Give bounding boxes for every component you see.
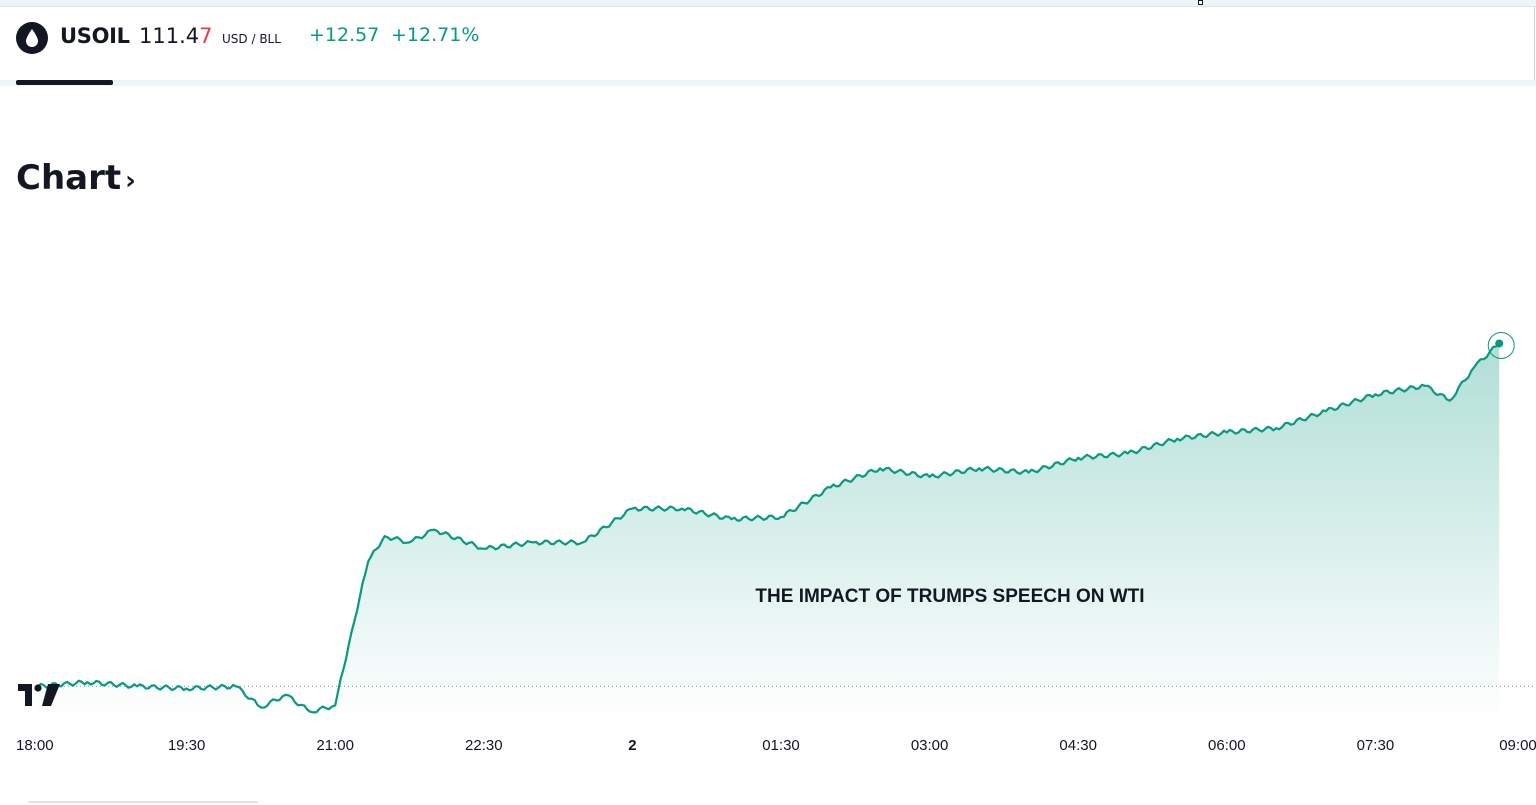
top-strip [0, 0, 1536, 7]
price-chart[interactable]: 18:00 19:30 21:00 22:30 2 01:30 03:00 04:30 06:0… [0, 200, 1536, 760]
symbol-name: USOIL [60, 24, 130, 48]
last-point-halo [1487, 331, 1515, 359]
x-axis: 18:00 19:30 21:00 22:30 2 01:30 03:00 04:30 06:0… [16, 737, 1536, 754]
tradingview-logo-icon [18, 684, 60, 710]
chevron-right-icon: › [125, 166, 136, 196]
x-tick-label: 04:30 [1059, 737, 1097, 754]
x-tick-label: 19:30 [168, 737, 206, 754]
x-tick-label: 09:00 [1499, 737, 1536, 754]
chart-annotation: THE IMPACT OF TRUMPS SPEECH ON WTI [755, 586, 1144, 607]
x-tick-label: 22:30 [465, 737, 503, 754]
chart-section-link[interactable]: Chart › [16, 158, 136, 198]
bottom-scroll-indicator [28, 801, 258, 803]
x-tick-label: 03:00 [911, 737, 949, 754]
price-main: 111.4 [139, 24, 200, 48]
x-tick-label: 21:00 [316, 737, 354, 754]
price-unit: USD / BLL [222, 32, 281, 46]
resize-handle[interactable] [1198, 0, 1203, 5]
series-area [38, 343, 1500, 720]
series-line [37, 342, 1500, 714]
symbol-header: USOIL 111.47 USD / BLL +12.57 +12.71% [0, 6, 1536, 80]
x-tick-label: 07:30 [1357, 737, 1395, 754]
price-last-digit: 7 [199, 24, 213, 48]
last-price: 111.47 [139, 24, 213, 48]
price-change: +12.57 [309, 24, 380, 46]
x-tick-label: 06:00 [1208, 737, 1246, 754]
x-tick-label: 2 [628, 737, 636, 754]
tab-bar [0, 80, 1536, 86]
x-tick-label: 01:30 [762, 737, 800, 754]
price-change-percent: +12.71% [391, 24, 480, 46]
section-title: Chart [16, 158, 122, 198]
right-divider [1534, 6, 1535, 80]
oil-drop-icon [16, 22, 48, 54]
x-tick-label: 18:00 [16, 737, 54, 754]
last-point [1495, 339, 1504, 348]
tab-overview-indicator[interactable] [16, 80, 113, 85]
